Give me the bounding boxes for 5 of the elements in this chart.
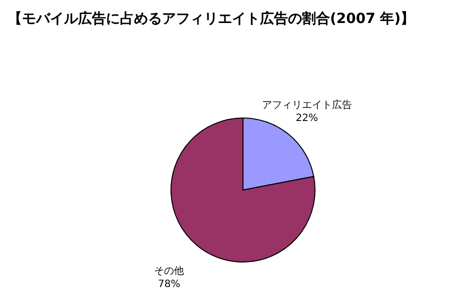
chart-title: 【モバイル広告に占めるアフィリエイト広告の割合(2007 年)】 [8,10,415,28]
slice-label: アフィリエイト広告 [262,98,352,111]
slice-label: その他 [154,265,184,278]
data-label: 22% [296,112,318,124]
data-label: 78% [158,279,180,290]
